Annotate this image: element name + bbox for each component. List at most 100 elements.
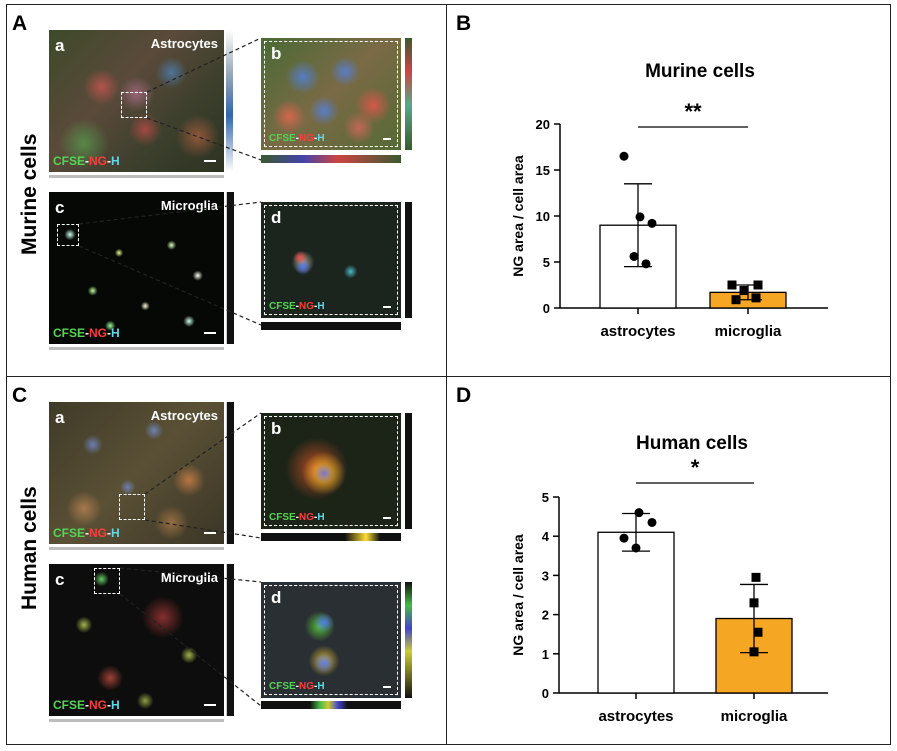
bottom-projection bbox=[261, 322, 401, 330]
x-tick-label-astrocytes: astrocytes bbox=[600, 323, 675, 340]
zoom-frame bbox=[264, 205, 398, 315]
side-projection bbox=[226, 30, 233, 172]
data-point-astrocytes bbox=[641, 259, 651, 269]
side-projection bbox=[405, 413, 412, 529]
data-point-astrocytes bbox=[629, 251, 639, 261]
side-projection bbox=[226, 402, 234, 544]
micrograph-murine-astrocytes-zoom: b CFSE-NG-H bbox=[261, 38, 401, 150]
zoom-frame bbox=[264, 585, 398, 695]
y-tick-label: 0 bbox=[542, 686, 549, 701]
x-tick-label-microglia: microglia bbox=[715, 323, 782, 340]
image-label: c bbox=[55, 570, 65, 589]
chart-murine: Murine cells NG area / cell area 0 5 10 15 20 a… bbox=[510, 61, 828, 340]
bottom-projection bbox=[261, 533, 401, 541]
chart-title: Human cells bbox=[636, 433, 748, 454]
scale-bar bbox=[204, 160, 216, 162]
panel-letter-b: B bbox=[456, 12, 472, 35]
orthogonal-strip bbox=[49, 175, 224, 178]
x-tick-label-microglia: microglia bbox=[721, 708, 788, 725]
data-point-microglia bbox=[753, 627, 763, 637]
micrograph-human-microglia: c Microglia CFSE-NG-H bbox=[49, 564, 224, 716]
side-projection bbox=[226, 564, 234, 716]
micrograph-human-astrocytes-zoom: b CFSE-NG-H bbox=[261, 413, 401, 529]
data-point-astrocytes bbox=[647, 517, 657, 527]
x-tick-label-astrocytes: astrocytes bbox=[598, 708, 673, 725]
panel-d-frame bbox=[446, 376, 891, 745]
scale-bar bbox=[383, 306, 391, 308]
image-title: Astrocytes bbox=[150, 408, 218, 423]
bottom-projection bbox=[261, 701, 401, 709]
data-point-astrocytes bbox=[634, 508, 644, 518]
data-point-microglia bbox=[751, 293, 761, 303]
image-label: d bbox=[271, 588, 282, 607]
data-point-microglia bbox=[749, 598, 759, 608]
scale-bar bbox=[204, 704, 216, 706]
stain-legend: CFSE-NG-H bbox=[53, 326, 120, 340]
data-point-microglia bbox=[749, 647, 759, 657]
zoom-box bbox=[121, 92, 147, 118]
image-title: Astrocytes bbox=[150, 36, 218, 51]
orthogonal-strip bbox=[49, 547, 224, 550]
image-title: Microglia bbox=[160, 570, 218, 585]
side-label-human: Human cells bbox=[18, 486, 41, 610]
y-tick-label: 0 bbox=[543, 301, 550, 316]
side-label-murine: Murine cells bbox=[18, 133, 41, 255]
image-label: b bbox=[271, 419, 282, 438]
orthogonal-strip bbox=[49, 347, 224, 350]
data-point-microglia bbox=[739, 286, 749, 296]
stain-legend: CFSE-NG-H bbox=[53, 154, 120, 168]
stain-legend: CFSE-NG-H bbox=[269, 681, 325, 692]
stain-legend: CFSE-NG-H bbox=[53, 698, 120, 712]
image-label: c bbox=[55, 198, 65, 217]
panel-letter-d: D bbox=[456, 384, 472, 407]
micrograph-murine-astrocytes: a Astrocytes CFSE-NG-H bbox=[49, 30, 224, 172]
y-tick-label: 10 bbox=[536, 209, 550, 224]
side-projection bbox=[405, 582, 412, 698]
zoom-box bbox=[119, 494, 145, 520]
stain-legend: CFSE-NG-H bbox=[269, 512, 325, 523]
image-label: b bbox=[271, 44, 282, 63]
image-label: a bbox=[55, 408, 65, 427]
panel-letter-c: C bbox=[12, 384, 28, 407]
side-projection bbox=[405, 202, 412, 318]
image-label: a bbox=[55, 36, 65, 55]
data-point-astrocytes bbox=[619, 151, 629, 161]
y-tick-label: 4 bbox=[542, 529, 550, 544]
y-tick-label: 5 bbox=[543, 255, 550, 270]
stain-legend: CFSE-NG-H bbox=[53, 526, 120, 540]
y-tick-label: 15 bbox=[536, 163, 550, 178]
data-point-astrocytes bbox=[619, 533, 629, 543]
significance-marker: * bbox=[691, 455, 700, 480]
bottom-projection bbox=[261, 155, 401, 163]
data-point-astrocytes bbox=[647, 218, 657, 228]
data-point-microglia bbox=[753, 280, 763, 290]
zoom-frame bbox=[264, 41, 398, 147]
scale-bar bbox=[383, 686, 391, 688]
zoom-box bbox=[57, 224, 79, 246]
scale-bar bbox=[383, 517, 391, 519]
y-tick-label: 3 bbox=[542, 568, 549, 583]
y-tick-label: 5 bbox=[542, 490, 549, 505]
micrograph-murine-microglia: c Microglia CFSE-NG-H bbox=[49, 192, 224, 344]
y-tick-label: 2 bbox=[542, 608, 549, 623]
scale-bar bbox=[204, 532, 216, 534]
zoom-frame bbox=[264, 416, 398, 526]
chart-human: Human cells NG area / cell area 0 1 2 3 4 5 astr… bbox=[510, 433, 828, 725]
image-title: Microglia bbox=[160, 198, 218, 213]
y-axis-label: NG area / cell area bbox=[510, 534, 526, 656]
bar-astrocytes bbox=[597, 531, 675, 694]
data-point-microglia bbox=[751, 572, 761, 582]
stain-legend: CFSE-NG-H bbox=[269, 133, 325, 144]
micrograph-human-microglia-zoom: d CFSE-NG-H bbox=[261, 582, 401, 698]
y-axis-label: NG area / cell area bbox=[510, 155, 526, 277]
data-point-astrocytes bbox=[631, 543, 641, 553]
y-tick-label: 20 bbox=[536, 117, 550, 132]
panel-letter-a: A bbox=[12, 12, 28, 35]
data-point-microglia bbox=[731, 295, 741, 305]
significance-marker: ** bbox=[684, 99, 702, 124]
orthogonal-strip bbox=[49, 719, 224, 722]
image-label: d bbox=[271, 208, 282, 227]
stain-legend: CFSE-NG-H bbox=[269, 301, 325, 312]
y-tick-label: 1 bbox=[542, 647, 549, 662]
micrograph-murine-microglia-zoom: d CFSE-NG-H bbox=[261, 202, 401, 318]
